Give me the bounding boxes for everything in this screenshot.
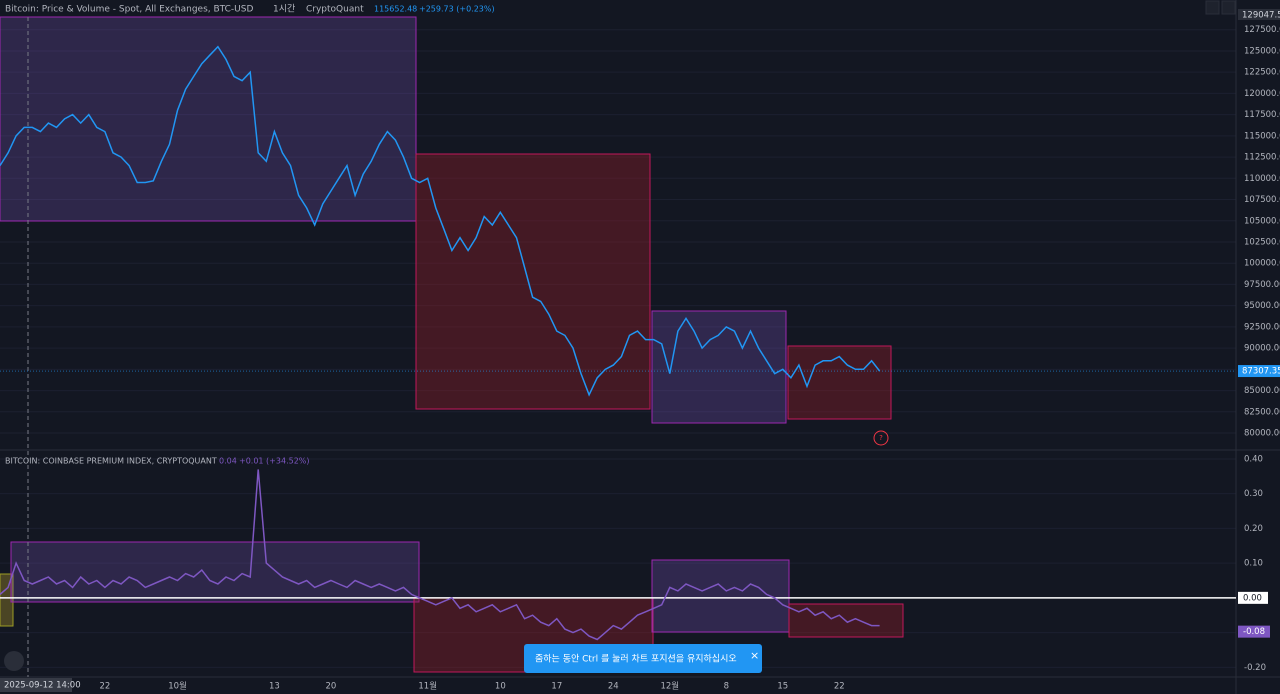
- zone: [10, 541, 420, 603]
- alert-icon-glyph: ?: [879, 434, 883, 442]
- x-tick-label: 17: [551, 682, 562, 692]
- x-tick-label: 8: [724, 682, 729, 692]
- zone: [415, 153, 651, 410]
- last-value-tag: [1238, 625, 1270, 638]
- y-tick-label: 0.30: [1244, 489, 1263, 499]
- x-tick-label: 22: [99, 682, 110, 692]
- top-price-tag: [1238, 9, 1280, 20]
- y-tick-label: 0.20: [1244, 524, 1263, 534]
- symbol-title: Bitcoin: Price & Volume - Spot, All Exch…: [5, 5, 253, 15]
- header: Bitcoin: Price & Volume - Spot, All Exch…: [5, 4, 495, 466]
- price-change: +259.73 (+0.23%): [419, 5, 495, 14]
- last-price-label: 87307.35: [1242, 367, 1280, 377]
- y-tick-label: 122500.00: [1244, 68, 1280, 78]
- y-tick-label: 102500.00: [1244, 237, 1280, 247]
- y-tick-label: 80000.00: [1244, 429, 1280, 439]
- source: CryptoQuant: [306, 5, 364, 15]
- zero-tag-label: 0.00: [1243, 593, 1262, 603]
- indicator-change: +0.01 (+34.52%): [239, 457, 310, 466]
- y-tick-label: 92500.00: [1244, 322, 1280, 332]
- logo[interactable]: [4, 651, 24, 671]
- x-tick-label: 22: [834, 682, 845, 692]
- y-tick-label: 0.40: [1244, 454, 1263, 464]
- last-price: 115652.48: [374, 5, 417, 14]
- indicator-title: BITCOIN: COINBASE PREMIUM INDEX, CRYPTOQ…: [5, 457, 217, 466]
- y-tick-label: 112500.00: [1244, 153, 1280, 163]
- y-tick-label: 105000.00: [1244, 216, 1280, 226]
- x-tick-label: 15: [777, 682, 788, 692]
- y-tick-label: 117500.00: [1244, 110, 1280, 120]
- zone: [651, 559, 790, 633]
- last-value-label: -0.08: [1243, 627, 1265, 637]
- y-tick-label: 100000.00: [1244, 259, 1280, 269]
- toast-message: 줌하는 동안 Ctrl 를 눌러 차트 포지션을 유지하십시오: [535, 653, 737, 665]
- x-tick-label: 13: [269, 682, 280, 692]
- zone: [0, 573, 14, 627]
- y-tick-label: 107500.00: [1244, 195, 1280, 205]
- series-line: [0, 469, 880, 641]
- zero-tag: [1238, 591, 1268, 604]
- crosshair-time-tag: [0, 678, 72, 692]
- y-tick-label: 0.10: [1244, 559, 1263, 569]
- y-tick-label: 115000.00: [1244, 131, 1280, 141]
- x-tick-label: 20: [325, 682, 336, 692]
- interval: 1시간: [273, 4, 295, 15]
- series-line: [0, 45, 881, 397]
- y-tick-label: -0.20: [1244, 663, 1266, 673]
- zone: [651, 310, 787, 424]
- indicator-value: 0.04: [219, 457, 237, 466]
- zones: [0, 16, 904, 673]
- y-tick-label: 82500.00: [1244, 407, 1280, 417]
- x-tick-label: 10월: [168, 681, 187, 692]
- y-tick-label: 97500.00: [1244, 280, 1280, 290]
- y-tick-label: 90000.00: [1244, 344, 1280, 354]
- toast-close[interactable]: ×: [750, 649, 759, 662]
- crosshair-time: 2025-09-12 14:00: [4, 681, 81, 691]
- x-tick-label: 11월: [418, 681, 437, 692]
- y-tick-label: 110000.00: [1244, 174, 1280, 184]
- y-tick-label: 85000.00: [1244, 386, 1280, 396]
- y-tick-label: 127500.00: [1244, 25, 1280, 35]
- y-tick-label: 125000.00: [1244, 46, 1280, 56]
- y-tick-label: 120000.00: [1244, 89, 1280, 99]
- x-tick-label: 12월: [660, 681, 679, 692]
- x-tick-label: 10: [495, 682, 506, 692]
- last-price-tag: [1238, 365, 1280, 378]
- y-tick-label: 95000.00: [1244, 301, 1280, 311]
- zone: [0, 16, 417, 222]
- download-button[interactable]: [1205, 0, 1220, 15]
- x-tick-label: 24: [608, 682, 619, 692]
- toast: [524, 644, 762, 673]
- top-price-label: 129047.55: [1242, 11, 1280, 21]
- fullscreen-button[interactable]: [1221, 0, 1236, 15]
- alert-icon[interactable]: [873, 430, 889, 446]
